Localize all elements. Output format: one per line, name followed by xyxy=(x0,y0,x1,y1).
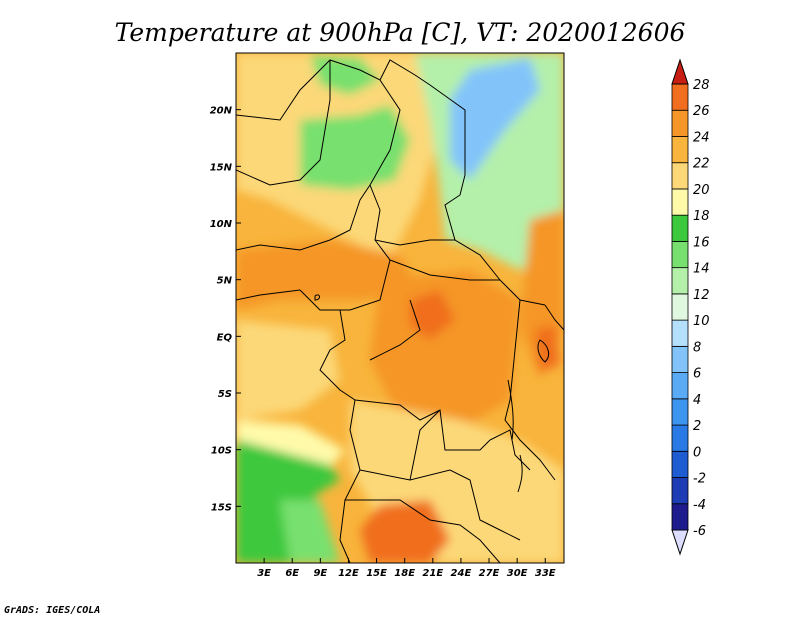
y-tick-label: 15S xyxy=(211,502,232,513)
x-axis: 3E 6E 9E 12E 15E 18E 21E 24E 27E 30E 33E xyxy=(257,558,556,579)
x-tick-label: 15E xyxy=(366,568,387,579)
x-tick-label: 24E xyxy=(451,568,472,579)
colorbar-swatch xyxy=(671,188,689,216)
colorbar-label: 4 xyxy=(693,393,701,408)
y-tick-label: 5N xyxy=(217,276,233,287)
country-borders xyxy=(236,59,564,563)
chart-title: Temperature at 900hPa [C], VT: 202001260… xyxy=(115,18,686,47)
y-tick-label: EQ xyxy=(217,332,233,343)
region-congo-hotspot xyxy=(410,290,455,340)
colorbar-label: 22 xyxy=(693,157,710,172)
colorbar-label: 28 xyxy=(693,78,710,93)
colorbar-label: 0 xyxy=(693,445,701,460)
colorbar-swatch xyxy=(671,345,689,373)
temperature-map xyxy=(236,53,564,563)
y-tick-label: 10N xyxy=(210,219,233,230)
colorbar-label: 24 xyxy=(693,130,710,145)
region-sahel-green-nw xyxy=(310,55,380,95)
colorbar-swatch xyxy=(671,293,689,321)
lakes xyxy=(314,294,550,493)
region-kalahari-hot xyxy=(360,500,450,563)
colorbar-swatch xyxy=(671,267,689,295)
colorbar-label: 10 xyxy=(693,314,710,329)
region-congo-basin-warm xyxy=(370,270,520,430)
credit-label: GrADS: IGES/COLA xyxy=(4,605,100,616)
colorbar-swatch xyxy=(671,83,689,111)
y-axis: 20N 15N 10N 5N EQ 5S 10S 15S xyxy=(210,106,241,513)
colorbar-label: 18 xyxy=(693,209,710,224)
y-tick-label: 20N xyxy=(210,106,233,117)
region-red-sea-cool xyxy=(450,58,540,180)
colorbar-label: 2 xyxy=(693,419,701,434)
x-tick-label: 18E xyxy=(394,568,415,579)
region-coastal-light xyxy=(236,320,340,420)
colorbar-label: -6 xyxy=(693,524,706,539)
colorbar-label: 6 xyxy=(693,367,701,382)
colorbar-swatch xyxy=(671,214,689,242)
colorbar-swatch xyxy=(671,450,689,478)
colorbar-label: 20 xyxy=(693,183,710,198)
x-tick-label: 21E xyxy=(422,568,443,579)
colorbar-label: -4 xyxy=(693,498,706,513)
colorbar-label: 8 xyxy=(693,340,701,355)
y-tick-label: 5S xyxy=(218,389,232,400)
colorbar-swatch xyxy=(671,398,689,426)
colorbar-swatch xyxy=(671,109,689,137)
x-tick-label: 30E xyxy=(507,568,528,579)
colorbar-swatch xyxy=(671,241,689,269)
colorbar-under-triangle xyxy=(671,529,689,556)
colorbar-label: 26 xyxy=(693,104,710,119)
colorbar-over-triangle xyxy=(671,58,689,85)
x-tick-label: 27E xyxy=(479,568,500,579)
x-tick-label: 9E xyxy=(313,568,327,579)
region-sahel-green xyxy=(300,105,410,190)
colorbar-label: -2 xyxy=(693,472,706,487)
colorbar-swatch xyxy=(671,477,689,505)
y-tick-label: 15N xyxy=(210,162,233,173)
colorbar-swatch xyxy=(671,503,689,531)
x-tick-label: 33E xyxy=(535,568,556,579)
plot-frame xyxy=(235,52,565,564)
y-tick-label: 10S xyxy=(211,446,232,457)
colorbar-swatch xyxy=(671,372,689,400)
x-tick-label: 6E xyxy=(285,568,299,579)
colorbar-swatch xyxy=(671,319,689,347)
x-tick-label: 3E xyxy=(257,568,271,579)
colorbar-swatch xyxy=(671,136,689,164)
colorbar-label: 14 xyxy=(693,262,710,277)
colorbar-label: 16 xyxy=(693,235,710,250)
colorbar-swatch xyxy=(671,424,689,452)
colorbar-label: 12 xyxy=(693,288,710,303)
region-namibia-coast-green xyxy=(280,500,340,563)
colorbar-swatch xyxy=(671,162,689,190)
x-tick-label: 12E xyxy=(338,568,359,579)
